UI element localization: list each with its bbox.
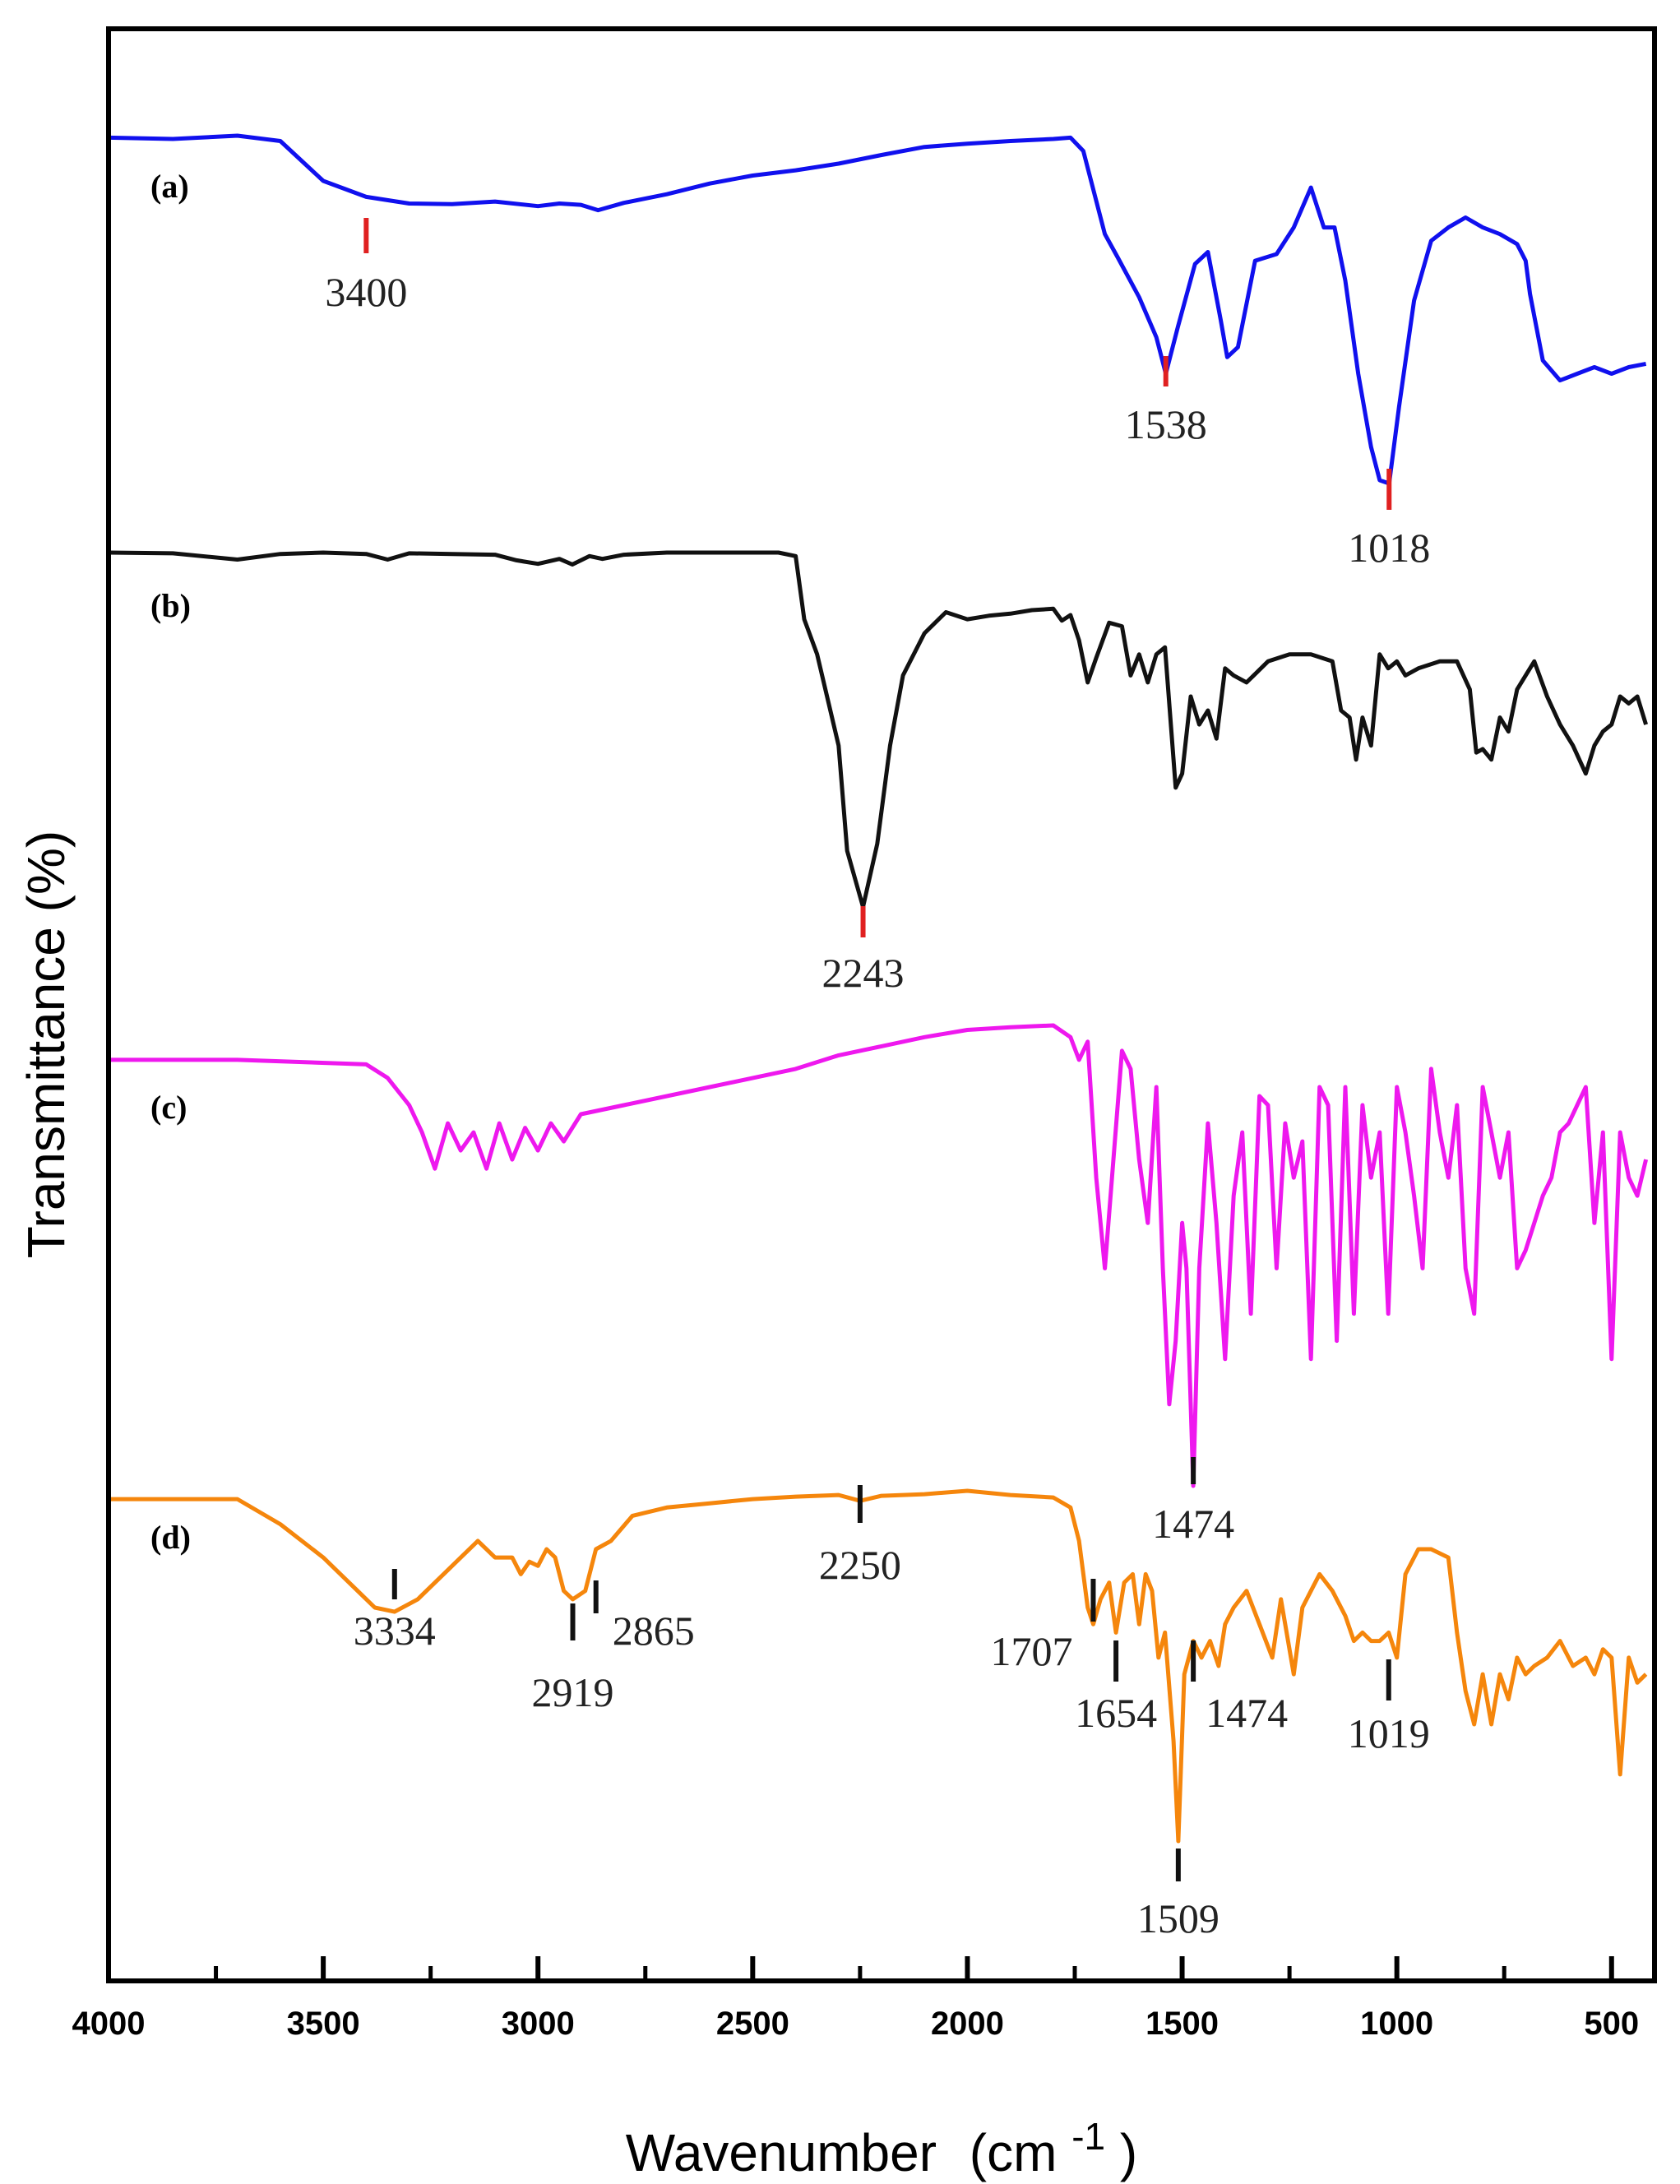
panel-label: (d) — [150, 1519, 191, 1556]
peak-annotations: 3400 1538 1018 2243 1474 3334 2919 2865 2250 1707… — [325, 218, 1430, 1941]
peak-label: 1509 — [1137, 1895, 1220, 1941]
peak-label: 2243 — [822, 950, 905, 996]
panel-label: (c) — [150, 1089, 187, 1126]
peak-label: 1019 — [1348, 1710, 1430, 1756]
x-tick-label: 3500 — [287, 2006, 360, 2042]
peak-label: 1474 — [1206, 1690, 1288, 1736]
peak-label: 3334 — [354, 1608, 436, 1654]
panel-label: (b) — [150, 587, 191, 624]
x-axis-title-text: Wavenumber — [626, 2123, 937, 2182]
y-axis-title: Transmittance (%) — [16, 831, 76, 1258]
x-tick-label: 2500 — [716, 2006, 789, 2042]
panel-label: (a) — [150, 168, 189, 205]
x-tick-label: 500 — [1584, 2006, 1639, 2042]
peak-label: 1654 — [1075, 1690, 1157, 1736]
peak-label: 2250 — [819, 1542, 901, 1588]
peak-label: 3400 — [325, 269, 407, 315]
trace-2 — [108, 550, 1648, 909]
x-tick-label: 2000 — [931, 2006, 1004, 2042]
x-tick-label: 1000 — [1360, 2006, 1433, 2042]
plot-frame — [106, 26, 1657, 1983]
x-tick-label: 1500 — [1145, 2006, 1219, 2042]
spectra-traces — [108, 133, 1649, 1844]
peak-label: 1707 — [990, 1628, 1072, 1674]
peak-label: 1474 — [1152, 1501, 1234, 1547]
x-tick-label: 4000 — [72, 2006, 146, 2042]
trace-4 — [109, 1488, 1648, 1844]
trace-1 — [108, 133, 1647, 486]
peak-label: 2865 — [613, 1608, 695, 1654]
x-axis-unit-close: ) — [1120, 2123, 1137, 2182]
peak-label: 1018 — [1348, 525, 1430, 571]
panel-labels: (a) (b) (c) (d) — [150, 168, 191, 1556]
peak-label: 2919 — [532, 1669, 614, 1715]
x-axis-unit-base: (cm — [970, 2123, 1058, 2182]
x-tick-label: 3000 — [502, 2006, 575, 2042]
x-axis-unit-sup: -1 — [1071, 2115, 1105, 2158]
x-axis-title: Wavenumber (cm -1 ) — [626, 2102, 1137, 2182]
x-axis: 4000 3500 3000 2500 2000 1500 1000 500 — [72, 1956, 1639, 2042]
peak-label: 1538 — [1125, 401, 1207, 447]
trace-3 — [109, 1023, 1649, 1488]
